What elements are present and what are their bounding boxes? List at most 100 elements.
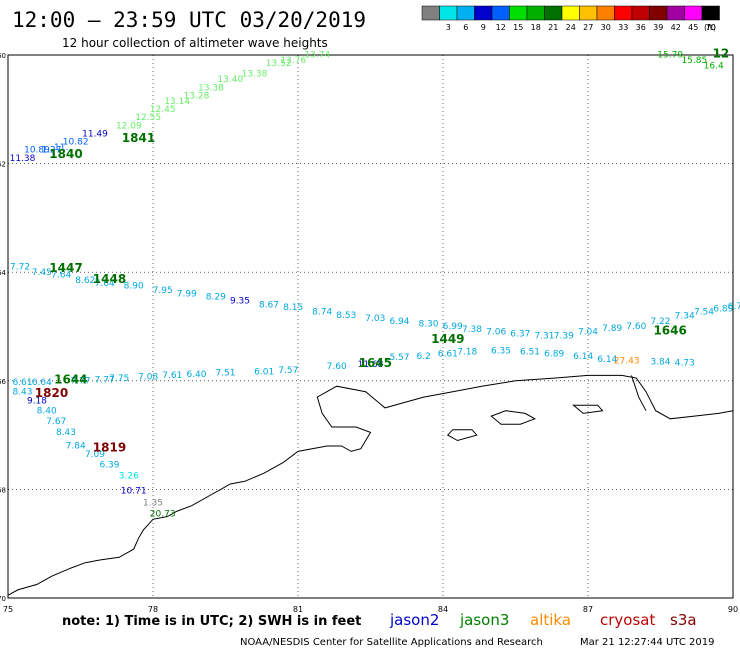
- swh-value-label: 9.35: [230, 297, 250, 307]
- swh-value-label: 7.64: [51, 271, 71, 281]
- swh-value-label: 6.94: [389, 317, 409, 327]
- legend-tick-label: 70: [706, 23, 716, 32]
- footer-credit: NOAA/NESDIS Center for Satellite Applica…: [240, 637, 543, 648]
- y-tick-label: -66: [0, 378, 7, 386]
- legend-tick-label: 36: [636, 23, 646, 32]
- swh-value-label: 13.52: [266, 59, 292, 69]
- swh-value-label: 6.61: [438, 349, 458, 359]
- legend-swatch: [561, 5, 580, 21]
- swh-value-label: 6.51: [520, 348, 540, 358]
- swh-value-label: 7.61: [162, 371, 182, 381]
- legend-swatch: [614, 5, 633, 21]
- mission-legend: jason2 jason3 altika cryosat s3a: [389, 611, 697, 629]
- swh-value-label: 8.40: [37, 406, 57, 416]
- y-tick-label: -68: [0, 486, 6, 494]
- swh-value-label: 8.53: [336, 311, 356, 321]
- legend-swatch: [596, 5, 615, 21]
- ice-shelf-coast: [167, 374, 734, 517]
- swh-value-label: 6.64: [32, 378, 52, 388]
- swh-value-label: 7.60: [626, 322, 646, 332]
- swh-value-label: 6.99: [443, 322, 463, 332]
- swh-value-label: 8.29: [206, 292, 226, 302]
- legend-swatch: [491, 5, 510, 21]
- swh-value-label: 7.89: [602, 324, 622, 334]
- swh-value-label: 7.51: [215, 368, 235, 378]
- legend-swatch: [456, 5, 475, 21]
- y-tick-label: -70: [0, 595, 6, 603]
- track-labels: 1841 1840 1447 1448 1449 1646 1644 1645 1820 1819…: [35, 47, 729, 455]
- ice-rift-line: [631, 375, 647, 411]
- track-time-label: 1819: [93, 440, 126, 454]
- swh-value-label: 8.62: [75, 276, 95, 286]
- swh-value-label: 7.31: [534, 331, 554, 341]
- swh-value-label: 7.45: [32, 268, 52, 278]
- legend-swatch: [631, 5, 650, 21]
- swh-value-label: 12.09: [116, 121, 142, 131]
- swh-value-label: 7.03: [365, 314, 385, 324]
- track-time-label: 1840: [49, 147, 82, 161]
- continent-coast: [7, 516, 168, 596]
- swh-value-label: 6.61: [12, 378, 32, 388]
- x-tick-label: 84: [438, 605, 448, 614]
- swh-value-label: 3.26: [119, 472, 139, 482]
- swh-value-label: 13.38: [198, 83, 224, 93]
- swh-value-label: 10.82: [63, 138, 89, 148]
- footer-timestamp: Mar 21 12:27:44 UTC 2019: [580, 637, 715, 648]
- swh-value-label: 6.14: [597, 355, 617, 365]
- mission-jason2-label: jason2: [389, 611, 439, 629]
- swh-value-label: 7.34: [675, 311, 695, 321]
- track-time-label: 1448: [93, 272, 126, 286]
- swh-value-label: 6.14: [573, 352, 593, 362]
- swh-value-label: 4.73: [675, 359, 695, 369]
- swh-labels: 13.7413.7613.5213.3813.4013.3813.2813.14…: [10, 51, 740, 520]
- swh-value-label: 8.74: [312, 308, 332, 318]
- swh-value-label: 3.84: [650, 358, 670, 368]
- swh-value-label: 7.57: [278, 366, 298, 376]
- legend-tick-label: 30: [601, 23, 611, 32]
- swh-value-label: 6.89: [544, 349, 564, 359]
- track-time-label: 1645: [359, 356, 392, 370]
- legend-tick-label: 42: [671, 23, 681, 32]
- legend-swatch: [666, 5, 685, 21]
- swh-value-label: 20.73: [150, 510, 176, 520]
- track-time-label: 12: [713, 47, 730, 61]
- legend-swatch: [579, 5, 598, 21]
- legend-swatch: [649, 5, 668, 21]
- legend-tick-label: 24: [566, 23, 576, 32]
- track-time-label: 1841: [122, 131, 155, 145]
- swh-value-label: 13.14: [164, 97, 190, 107]
- track-time-label: 1646: [653, 324, 686, 338]
- footer-note: note: 1) Time is in UTC; 2) SWH is in fe…: [62, 614, 361, 629]
- legend-swatch: [544, 5, 563, 21]
- swh-value-label: 1.35: [143, 499, 163, 509]
- legend-swatch: [509, 5, 528, 21]
- mission-jason3-label: jason3: [459, 611, 509, 629]
- legend-tick-label: 3: [446, 23, 451, 32]
- island-outline: [572, 404, 604, 414]
- swh-value-label: 15.85: [681, 56, 707, 66]
- swh-value-label: 7.09: [85, 450, 105, 460]
- legend-tick-label: 39: [653, 23, 663, 32]
- swh-value-label: 12.55: [135, 113, 161, 123]
- legend-tick-label: 15: [513, 23, 523, 32]
- legend-tick-label: 27: [583, 23, 593, 32]
- x-tick-label: 78: [148, 605, 158, 614]
- track-time-label: 1644: [54, 373, 87, 387]
- swh-value-label: 8.90: [124, 281, 144, 291]
- swh-value-label: 7.77: [95, 375, 115, 385]
- legend-tick-label: 9: [481, 23, 486, 32]
- x-tick-label: 90: [728, 605, 738, 614]
- track-time-label: 1449: [431, 332, 464, 346]
- legend-swatch: [421, 5, 440, 21]
- swh-value-label: 6.01: [254, 367, 274, 377]
- x-tick-label: 75: [3, 605, 13, 614]
- mission-cryosat-label: cryosat: [600, 611, 655, 629]
- swh-value-label: 7.72: [10, 262, 30, 272]
- swh-value-label: 11.38: [10, 154, 36, 164]
- swh-value-label: 6.39: [99, 461, 119, 471]
- legend-tick-label: 33: [618, 23, 628, 32]
- track-time-label: 1447: [49, 261, 82, 275]
- swh-value-label: 5.57: [389, 353, 409, 363]
- coastline: [7, 374, 734, 596]
